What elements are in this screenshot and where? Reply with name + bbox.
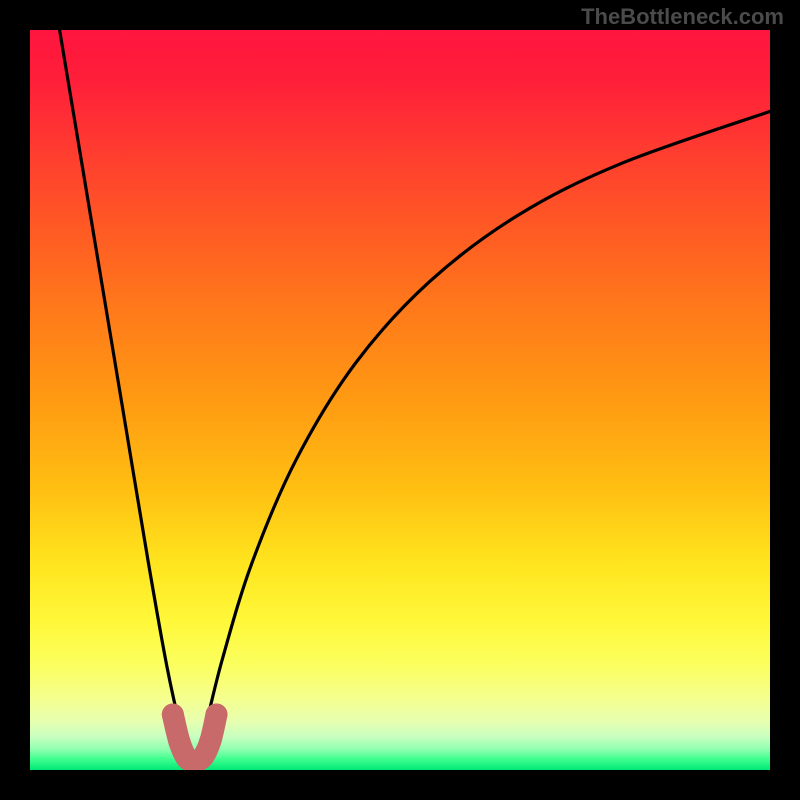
watermark-text: TheBottleneck.com bbox=[581, 4, 784, 30]
chart-frame: TheBottleneck.com bbox=[0, 0, 800, 800]
bottleneck-curve bbox=[0, 0, 800, 800]
